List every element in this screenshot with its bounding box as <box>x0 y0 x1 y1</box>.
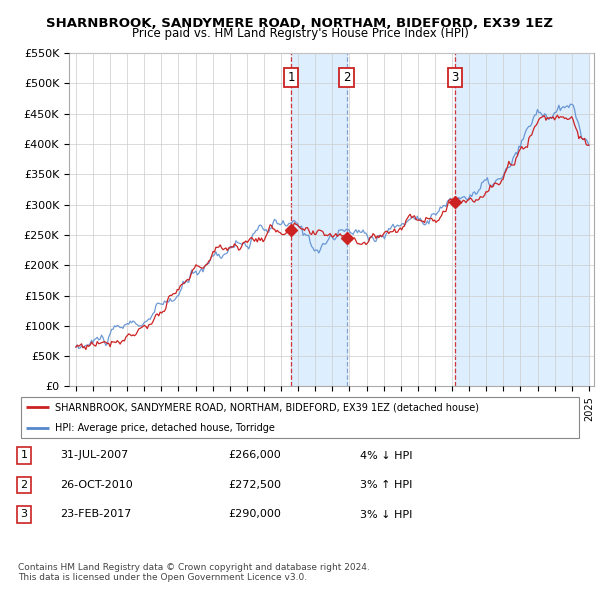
Text: HPI: Average price, detached house, Torridge: HPI: Average price, detached house, Torr… <box>55 422 275 432</box>
Text: Price paid vs. HM Land Registry's House Price Index (HPI): Price paid vs. HM Land Registry's House … <box>131 27 469 40</box>
Text: 31-JUL-2007: 31-JUL-2007 <box>60 451 128 460</box>
Text: 26-OCT-2010: 26-OCT-2010 <box>60 480 133 490</box>
Text: £290,000: £290,000 <box>228 510 281 519</box>
Text: 2: 2 <box>20 480 28 490</box>
Text: £272,500: £272,500 <box>228 480 281 490</box>
Bar <box>455 53 589 386</box>
Text: SHARNBROOK, SANDYMERE ROAD, NORTHAM, BIDEFORD, EX39 1EZ: SHARNBROOK, SANDYMERE ROAD, NORTHAM, BID… <box>47 17 554 30</box>
Text: This data is licensed under the Open Government Licence v3.0.: This data is licensed under the Open Gov… <box>18 573 307 582</box>
Bar <box>291 53 347 386</box>
FancyBboxPatch shape <box>21 397 579 438</box>
Text: 2: 2 <box>343 71 350 84</box>
Text: 3% ↓ HPI: 3% ↓ HPI <box>360 510 412 519</box>
Text: 1: 1 <box>287 71 295 84</box>
Text: £266,000: £266,000 <box>228 451 281 460</box>
Text: 3: 3 <box>451 71 458 84</box>
Text: Contains HM Land Registry data © Crown copyright and database right 2024.: Contains HM Land Registry data © Crown c… <box>18 563 370 572</box>
Text: 3% ↑ HPI: 3% ↑ HPI <box>360 480 412 490</box>
Text: 4% ↓ HPI: 4% ↓ HPI <box>360 451 413 460</box>
Text: 1: 1 <box>20 451 28 460</box>
Text: SHARNBROOK, SANDYMERE ROAD, NORTHAM, BIDEFORD, EX39 1EZ (detached house): SHARNBROOK, SANDYMERE ROAD, NORTHAM, BID… <box>55 402 479 412</box>
Text: 3: 3 <box>20 510 28 519</box>
Text: 23-FEB-2017: 23-FEB-2017 <box>60 510 131 519</box>
